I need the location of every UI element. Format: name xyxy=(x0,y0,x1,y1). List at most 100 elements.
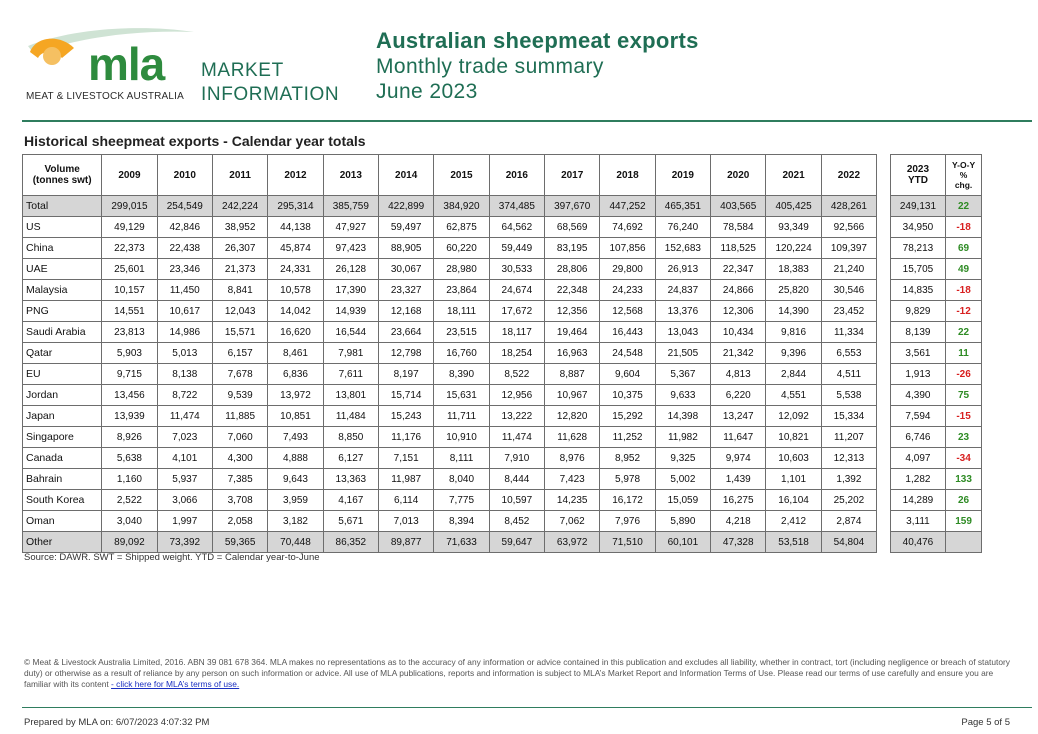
ytd-cell: 4,097 xyxy=(889,447,947,469)
table-cell: 8,976 xyxy=(544,447,601,469)
table-cell: 8,926 xyxy=(101,426,158,448)
table-cell: 5,538 xyxy=(820,384,878,406)
table-cell: 107,856 xyxy=(599,237,656,259)
table-cell: 45,874 xyxy=(267,237,324,259)
table-cell: 14,235 xyxy=(544,489,601,511)
table-cell: 59,497 xyxy=(377,216,435,238)
table-cell: 13,222 xyxy=(488,405,546,427)
volume-header-line: Volume xyxy=(44,164,80,175)
column-gap xyxy=(876,531,891,553)
table-cell: 78,584 xyxy=(710,216,767,238)
ytd-header: 2023 YTD xyxy=(889,154,947,196)
yoy-cell: 159 xyxy=(945,510,982,532)
year-header: 2019 xyxy=(654,154,712,196)
table-row: Total 299,015 254,549 242,224 295,314 385,759… xyxy=(21,195,982,217)
table-cell: 8,461 xyxy=(267,342,324,364)
yoy-header: Y-O-Y% chg. xyxy=(945,154,982,196)
table-row: Malaysia 10,157 11,450 8,841 10,578 17,390 23,… xyxy=(21,279,982,301)
table-cell: 5,978 xyxy=(599,468,656,490)
table-cell: 299,015 xyxy=(101,195,158,217)
table-cell: 4,813 xyxy=(710,363,767,385)
table-cell: 384,920 xyxy=(433,195,490,217)
yoy-header-line: % xyxy=(959,170,968,180)
year-header: 2014 xyxy=(377,154,435,196)
column-gap xyxy=(876,216,891,238)
table-cell: 12,356 xyxy=(544,300,601,322)
table-cell: 64,562 xyxy=(488,216,546,238)
yoy-header-line: Y-O-Y xyxy=(951,160,976,170)
table-cell: 11,484 xyxy=(322,405,379,427)
table-cell: 24,331 xyxy=(267,258,324,280)
row-label: Canada xyxy=(21,447,103,469)
table-cell: 62,875 xyxy=(433,216,490,238)
table-cell: 16,172 xyxy=(599,489,656,511)
column-gap xyxy=(876,363,891,385)
table-cell: 60,220 xyxy=(433,237,490,259)
table-cell: 21,505 xyxy=(654,342,712,364)
ytd-cell: 9,829 xyxy=(889,300,947,322)
table-cell: 26,913 xyxy=(654,258,712,280)
table-cell: 71,633 xyxy=(433,531,490,553)
table-cell: 7,910 xyxy=(488,447,546,469)
table-row: US 49,129 42,846 38,952 44,138 47,927 59,497 62… xyxy=(21,216,982,238)
column-gap xyxy=(876,426,891,448)
terms-of-use-link[interactable]: - click here for MLA’s terms of use. xyxy=(111,678,240,689)
table-cell: 10,851 xyxy=(267,405,324,427)
table-cell: 14,551 xyxy=(101,300,158,322)
table-cell: 88,905 xyxy=(377,237,435,259)
volume-header: Volume (tonnes swt) xyxy=(21,154,103,196)
row-label: Japan xyxy=(21,405,103,427)
column-gap xyxy=(876,195,891,217)
yoy-cell: -26 xyxy=(945,363,982,385)
table-row: Other 89,092 73,392 59,365 70,448 86,352 89,87… xyxy=(21,531,982,553)
table-cell: 11,647 xyxy=(710,426,767,448)
ytd-header-line: YTD xyxy=(907,175,928,186)
table-cell: 8,394 xyxy=(433,510,490,532)
table-cell: 30,546 xyxy=(820,279,878,301)
page-number: Page 5 of 5 xyxy=(961,717,1010,728)
table-row: Singapore 8,926 7,023 7,060 7,493 8,850 11,176… xyxy=(21,426,982,448)
table-row: UAE 25,601 23,346 21,373 24,331 26,128 30,067 2… xyxy=(21,258,982,280)
table-cell: 73,392 xyxy=(156,531,213,553)
market-line1: MARKET xyxy=(201,60,284,81)
table-cell: 10,434 xyxy=(710,321,767,343)
report-title: Australian sheepmeat exports xyxy=(376,28,699,53)
table-cell: 24,837 xyxy=(654,279,712,301)
table-cell: 405,425 xyxy=(765,195,822,217)
table-cell: 16,963 xyxy=(544,342,601,364)
table-cell: 8,444 xyxy=(488,468,546,490)
table-cell: 15,571 xyxy=(211,321,269,343)
table-cell: 12,956 xyxy=(488,384,546,406)
column-gap xyxy=(876,489,891,511)
yoy-cell: 75 xyxy=(945,384,982,406)
table-cell: 89,877 xyxy=(377,531,435,553)
ytd-cell: 7,594 xyxy=(889,405,947,427)
table-cell: 3,040 xyxy=(101,510,158,532)
yoy-cell: -12 xyxy=(945,300,982,322)
table-cell: 9,715 xyxy=(101,363,158,385)
ytd-cell: 15,705 xyxy=(889,258,947,280)
table-cell: 11,987 xyxy=(377,468,435,490)
table-row: South Korea 2,522 3,066 3,708 3,959 4,167 6,11… xyxy=(21,489,982,511)
yoy-cell: 23 xyxy=(945,426,982,448)
table-cell: 24,548 xyxy=(599,342,656,364)
table-cell: 11,474 xyxy=(488,426,546,448)
table-cell: 23,515 xyxy=(433,321,490,343)
table-cell: 54,804 xyxy=(820,531,878,553)
column-gap xyxy=(876,342,891,364)
table-cell: 5,002 xyxy=(654,468,712,490)
table-cell: 11,207 xyxy=(820,426,878,448)
table-cell: 5,890 xyxy=(654,510,712,532)
table-cell: 8,841 xyxy=(211,279,269,301)
table-cell: 6,553 xyxy=(820,342,878,364)
table-cell: 38,952 xyxy=(211,216,269,238)
table-cell: 97,423 xyxy=(322,237,379,259)
table-cell: 8,040 xyxy=(433,468,490,490)
report-subtitle: Monthly trade summary xyxy=(376,55,604,78)
table-cell: 295,314 xyxy=(267,195,324,217)
table-cell: 30,067 xyxy=(377,258,435,280)
table-cell: 23,327 xyxy=(377,279,435,301)
logo-subtitle: MEAT & LIVESTOCK AUSTRALIA xyxy=(26,91,185,102)
ytd-cell: 78,213 xyxy=(889,237,947,259)
table-cell: 15,243 xyxy=(377,405,435,427)
